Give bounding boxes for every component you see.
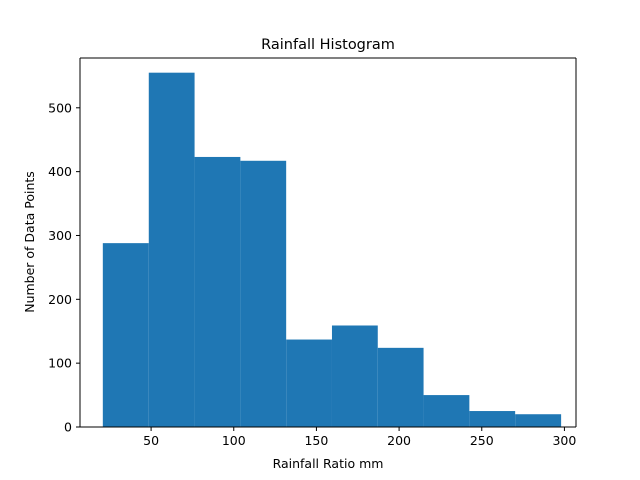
x-axis-label: Rainfall Ratio mm (273, 456, 384, 471)
x-tick-label: 200 (387, 433, 411, 448)
histogram-bar-9 (469, 411, 516, 427)
y-axis-label: Number of Data Points (22, 171, 37, 313)
histogram-bar-6 (331, 325, 378, 427)
bars-group (102, 72, 562, 428)
x-tick-label: 50 (143, 433, 159, 448)
histogram-bar-10 (515, 414, 562, 427)
histogram-bar-4 (240, 160, 287, 427)
x-tick-label: 100 (222, 433, 246, 448)
x-tick-label: 300 (552, 433, 576, 448)
y-tick-label: 0 (64, 420, 72, 435)
y-tick-label: 200 (48, 292, 72, 307)
x-axis-ticks: 50 100 150 200 250 300 (143, 427, 576, 448)
y-tick-label: 300 (48, 228, 72, 243)
histogram-bar-8 (423, 395, 470, 427)
y-tick-label: 500 (48, 100, 72, 115)
histogram-bar-2 (148, 72, 195, 428)
chart-title: Rainfall Histogram (261, 37, 395, 53)
y-axis-ticks: 0 100 200 300 400 500 (48, 100, 80, 435)
x-tick-label: 150 (304, 433, 328, 448)
histogram-bar-5 (286, 339, 332, 427)
histogram-bar-3 (194, 156, 241, 427)
axes-spines (79, 57, 577, 428)
y-tick-label: 100 (48, 356, 72, 371)
histogram-bar-7 (377, 347, 424, 427)
histogram-bar-1 (102, 243, 149, 427)
x-tick-label: 250 (470, 433, 494, 448)
y-tick-label: 400 (48, 164, 72, 179)
